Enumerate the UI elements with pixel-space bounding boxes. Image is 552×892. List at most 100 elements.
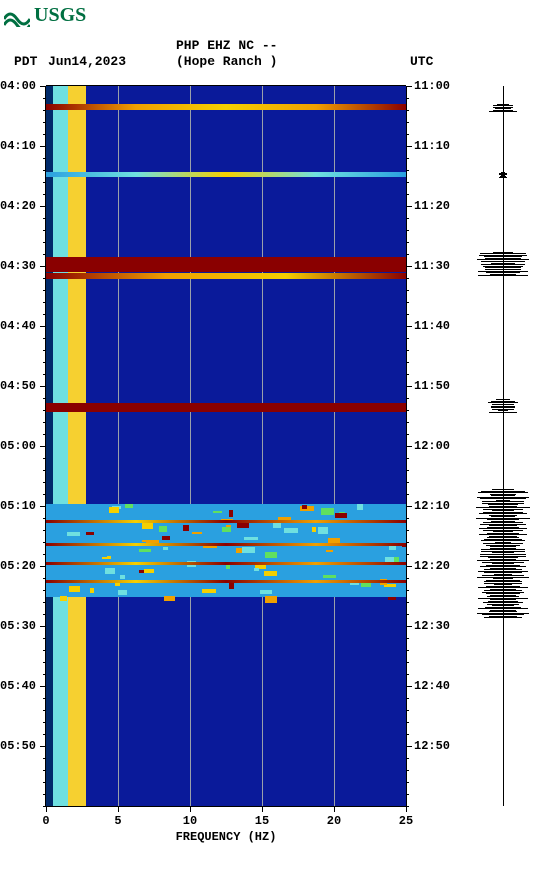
waveform-centerline [503, 86, 504, 806]
minor-tick [43, 338, 46, 339]
minor-tick [406, 782, 409, 783]
major-tick [40, 386, 46, 387]
waveform-trace [484, 617, 522, 618]
low-freq-band [46, 86, 53, 806]
minor-tick [406, 734, 409, 735]
minor-tick [406, 230, 409, 231]
minor-tick [406, 554, 409, 555]
major-tick [40, 146, 46, 147]
major-tick [406, 686, 412, 687]
time-tick-label: 11:00 [414, 79, 450, 93]
time-tick-label: 04:50 [0, 379, 36, 393]
minor-tick [43, 494, 46, 495]
minor-tick [43, 710, 46, 711]
seismic-event [46, 172, 406, 177]
minor-tick [43, 122, 46, 123]
station-code: PHP EHZ NC -- [176, 38, 277, 53]
x-tick-label: 15 [255, 814, 269, 828]
spectrogram-container: USGS PHP EHZ NC -- (Hope Ranch ) PDT Jun… [0, 0, 552, 892]
x-tick [46, 806, 47, 812]
minor-tick [43, 350, 46, 351]
low-freq-band [53, 86, 67, 806]
minor-tick [43, 422, 46, 423]
major-tick [40, 566, 46, 567]
usgs-wave-icon [4, 5, 30, 27]
minor-tick [43, 398, 46, 399]
minor-tick [406, 602, 409, 603]
minor-tick [406, 350, 409, 351]
major-tick [406, 506, 412, 507]
time-tick-label: 11:10 [414, 139, 450, 153]
major-tick [406, 206, 412, 207]
time-tick-label: 11:30 [414, 259, 450, 273]
major-tick [406, 626, 412, 627]
minor-tick [43, 170, 46, 171]
minor-tick [406, 698, 409, 699]
time-tick-label: 12:10 [414, 499, 450, 513]
time-tick-label: 05:30 [0, 619, 36, 633]
minor-tick [43, 182, 46, 183]
minor-tick [406, 770, 409, 771]
seismic-event [46, 504, 406, 598]
seismic-event [46, 257, 406, 271]
time-tick-label: 11:40 [414, 319, 450, 333]
minor-tick [43, 770, 46, 771]
minor-tick [406, 638, 409, 639]
minor-tick [43, 158, 46, 159]
minor-tick [43, 662, 46, 663]
minor-tick [406, 542, 409, 543]
x-tick-label: 10 [183, 814, 197, 828]
low-freq-band [68, 86, 86, 806]
major-tick [40, 206, 46, 207]
major-tick [406, 266, 412, 267]
minor-tick [43, 410, 46, 411]
time-tick-label: 12:20 [414, 559, 450, 573]
major-tick [406, 446, 412, 447]
minor-tick [406, 614, 409, 615]
y-axis-left: 04:0004:1004:2004:3004:4004:5005:0005:10… [0, 86, 46, 806]
minor-tick [406, 758, 409, 759]
time-tick-label: 05:00 [0, 439, 36, 453]
minor-tick [406, 194, 409, 195]
major-tick [406, 746, 412, 747]
major-tick [406, 86, 412, 87]
minor-tick [43, 302, 46, 303]
minor-tick [43, 470, 46, 471]
x-axis-title: FREQUENCY (HZ) [176, 830, 277, 844]
minor-tick [406, 458, 409, 459]
minor-tick [406, 170, 409, 171]
y-axis-right: 11:0011:1011:2011:3011:4011:5012:0012:10… [406, 86, 456, 806]
usgs-logo: USGS [4, 4, 86, 27]
seismic-event [46, 403, 406, 412]
major-tick [40, 626, 46, 627]
major-tick [406, 386, 412, 387]
major-tick [40, 686, 46, 687]
minor-tick [406, 134, 409, 135]
minor-tick [43, 530, 46, 531]
gridline [118, 86, 119, 806]
minor-tick [43, 134, 46, 135]
x-tick [406, 806, 407, 812]
minor-tick [406, 578, 409, 579]
minor-tick [406, 434, 409, 435]
minor-tick [406, 242, 409, 243]
minor-tick [406, 398, 409, 399]
minor-tick [406, 482, 409, 483]
major-tick [40, 86, 46, 87]
waveform-trace [478, 275, 528, 276]
minor-tick [406, 182, 409, 183]
major-tick [406, 566, 412, 567]
minor-tick [406, 110, 409, 111]
major-tick [40, 746, 46, 747]
x-tick [190, 806, 191, 812]
minor-tick [406, 662, 409, 663]
minor-tick [43, 314, 46, 315]
waveform-panel [460, 86, 546, 806]
minor-tick [43, 590, 46, 591]
minor-tick [406, 710, 409, 711]
minor-tick [406, 590, 409, 591]
minor-tick [43, 194, 46, 195]
minor-tick [406, 158, 409, 159]
minor-tick [406, 722, 409, 723]
minor-tick [43, 278, 46, 279]
